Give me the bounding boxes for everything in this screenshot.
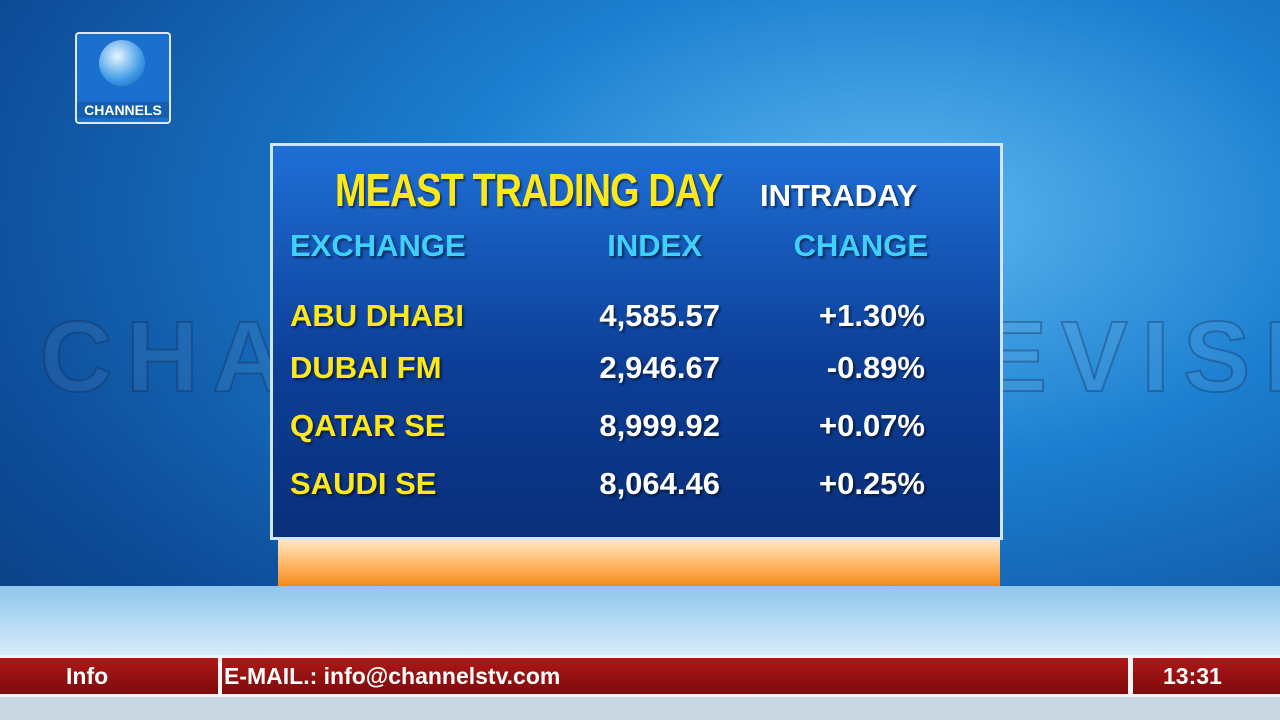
column-header: CHANGE: [793, 228, 928, 263]
board-subheader: INTRADAY: [760, 178, 918, 213]
table-cell: +1.30%: [818, 298, 925, 333]
ticker-text: E-MAIL.: info@channelstv.com: [222, 658, 1128, 694]
bottom-strip: [0, 697, 1280, 720]
column-header: EXCHANGE: [290, 228, 466, 263]
logo-globe: [99, 40, 145, 86]
floor: [0, 586, 1280, 655]
column-header: INDEX: [607, 228, 702, 263]
ticker: Info E-MAIL.: info@channelstv.com 13:31: [0, 655, 1280, 697]
board-panel: [270, 143, 1003, 540]
table-cell: SAUDI SE: [290, 466, 437, 501]
table-cell: +0.25%: [818, 466, 925, 501]
logo-text: CHANNELS: [77, 102, 169, 118]
ticker-time: 13:31: [1133, 658, 1280, 694]
table-cell: +0.07%: [818, 408, 925, 443]
ticker-label: Info: [0, 658, 218, 694]
table-cell: DUBAI FM: [290, 350, 442, 385]
table-cell: 2,946.67: [599, 350, 720, 385]
logo: CHANNELS: [75, 32, 171, 124]
table-cell: ABU DHABI: [290, 298, 464, 333]
table-cell: -0.89%: [826, 350, 925, 385]
table-cell: 8,064.46: [599, 466, 720, 501]
board-footer-bar: [278, 540, 1000, 586]
table-cell: 4,585.57: [599, 298, 720, 333]
board-title: MEAST TRADING DAY: [335, 164, 723, 216]
table-cell: 8,999.92: [599, 408, 720, 443]
table-cell: QATAR SE: [290, 408, 446, 443]
